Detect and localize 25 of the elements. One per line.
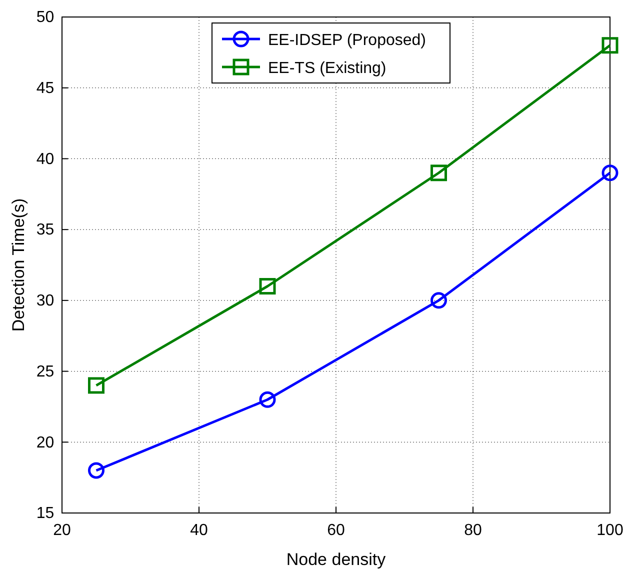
y-tick-label: 35 [36, 222, 54, 239]
x-tick-label: 80 [464, 522, 482, 540]
x-tick-label: 100 [596, 522, 624, 540]
x-tick-label: 60 [327, 522, 345, 540]
point [88, 377, 104, 394]
y-tick-label: 50 [36, 9, 54, 26]
y-tick-label: 40 [36, 150, 54, 168]
legend-label: EE-TS (Existing) [268, 60, 386, 77]
point [259, 278, 276, 295]
y-axis-title: Detection Time(s) [9, 198, 28, 332]
y-tick-label: 20 [36, 434, 54, 452]
y-tick-label: 25 [36, 363, 54, 380]
x-tick-label: 20 [53, 522, 71, 540]
y-tick-label: 30 [36, 292, 54, 310]
point [88, 462, 104, 479]
x-axis-title: Node density [286, 550, 386, 569]
point [430, 164, 447, 182]
point [602, 164, 618, 182]
x-tick-label: 40 [190, 522, 208, 540]
y-tick-label: 45 [36, 80, 54, 97]
y-tick-label: 15 [36, 505, 54, 522]
legend-label: EE-IDSEP (Proposed) [268, 32, 426, 49]
point [602, 37, 618, 54]
point [259, 391, 276, 408]
point [430, 292, 447, 309]
